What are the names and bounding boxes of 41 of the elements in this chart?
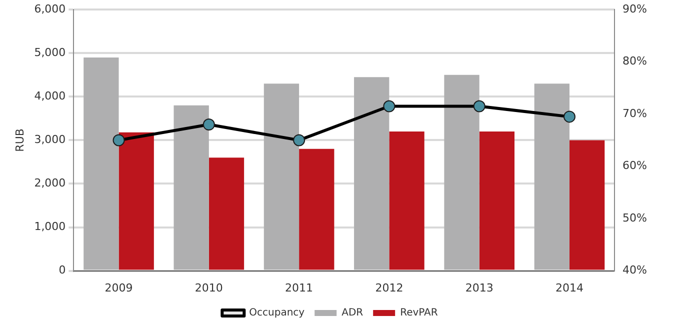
y-tick-label: 1,000	[34, 220, 66, 234]
x-tick-label: 2011	[285, 281, 314, 294]
point	[473, 100, 486, 112]
bar	[208, 158, 244, 270]
bar	[389, 131, 424, 270]
x-tick-label: 2013	[465, 281, 494, 294]
y-tick-label: 2,000	[34, 176, 66, 190]
point	[563, 110, 576, 123]
bar	[479, 131, 514, 270]
x-tick-label: 2010	[194, 281, 223, 294]
point	[112, 134, 125, 146]
bar	[299, 148, 334, 270]
legend-label: RevPAR	[400, 308, 438, 319]
y-tick-label: 3,000	[34, 133, 66, 146]
y2-tick-label: 50%	[622, 211, 648, 224]
point	[383, 100, 396, 112]
y-tick-label: 6,000	[34, 2, 66, 16]
bar	[264, 84, 300, 270]
legend-label: Occupancy	[249, 308, 305, 319]
y2-tick-label: 70%	[622, 106, 648, 120]
y2-tick-label: 90%	[622, 2, 648, 16]
legend-label: ADR	[342, 308, 364, 319]
bar	[569, 140, 605, 270]
x-tick-label: 2009	[104, 281, 133, 294]
y-tick-label: 4,000	[34, 90, 66, 103]
bar	[444, 74, 480, 270]
point	[202, 118, 215, 131]
bar	[118, 132, 154, 270]
bar	[174, 105, 209, 270]
y-axis-title: RUB	[13, 128, 26, 152]
point	[293, 134, 306, 146]
y2-tick-label: 40%	[622, 264, 648, 277]
x-tick-label: 2014	[555, 281, 584, 294]
y2-tick-label: 60%	[622, 159, 648, 172]
y2-tick-label: 80%	[622, 54, 648, 68]
bar	[534, 84, 570, 270]
x-tick-label: 2012	[375, 281, 404, 294]
bar	[84, 57, 119, 270]
y-tick-label: 5,000	[34, 46, 66, 59]
bar	[354, 77, 390, 270]
y-tick-label: 0	[58, 264, 66, 277]
